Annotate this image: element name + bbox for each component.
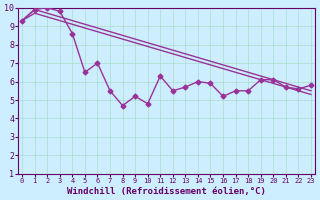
X-axis label: Windchill (Refroidissement éolien,°C): Windchill (Refroidissement éolien,°C) [67, 187, 266, 196]
